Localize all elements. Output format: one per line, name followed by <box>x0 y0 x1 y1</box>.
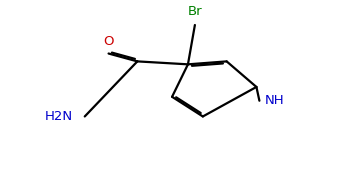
Text: O: O <box>103 35 114 48</box>
Text: Br: Br <box>188 5 202 18</box>
Text: H2N: H2N <box>45 110 73 123</box>
Text: NH: NH <box>264 94 284 107</box>
